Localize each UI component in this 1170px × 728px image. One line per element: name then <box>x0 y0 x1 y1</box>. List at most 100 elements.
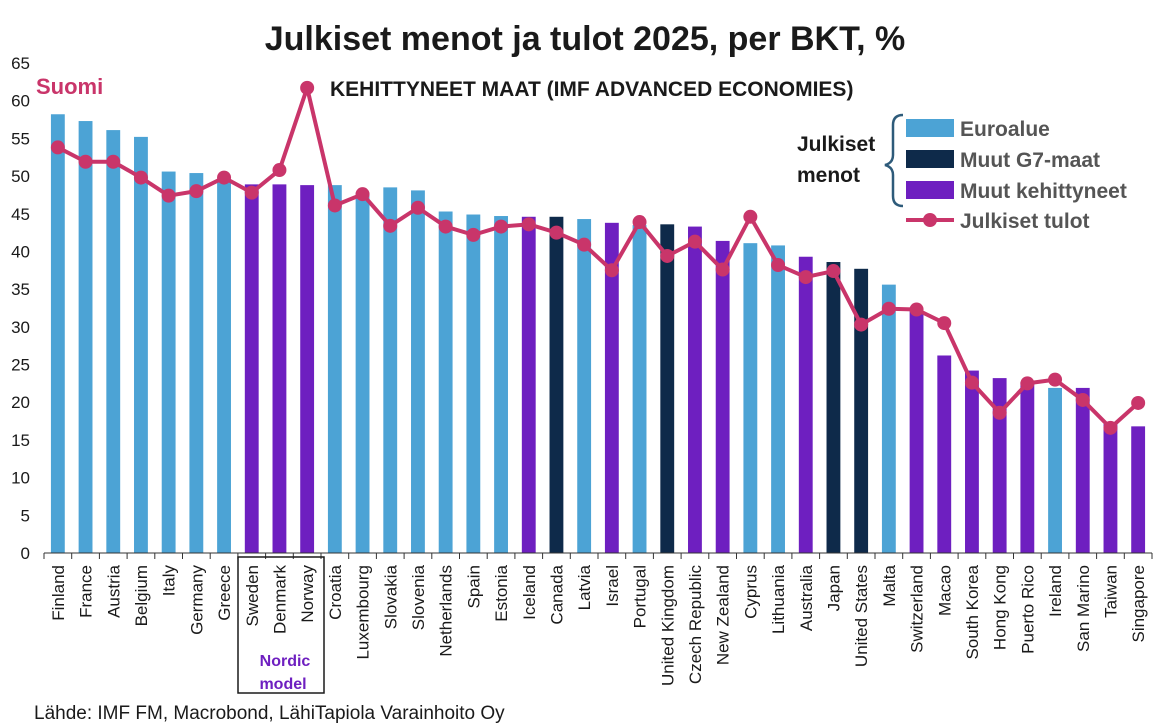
chart-title: Julkiset menot ja tulot 2025, per BKT, % <box>265 20 906 58</box>
x-tick-label-sweden: Sweden <box>243 565 262 626</box>
bar-united-kingdom <box>660 224 675 553</box>
point-united-states <box>854 317 869 332</box>
bar-singapore <box>1131 426 1146 553</box>
bar-france <box>78 121 93 554</box>
bar-australia <box>798 256 813 553</box>
bar-greece <box>217 182 231 554</box>
legend-brace <box>884 113 904 208</box>
point-netherlands <box>438 219 453 234</box>
x-tick-label-united-kingdom: United Kingdom <box>658 565 677 686</box>
legend-label-euroalue: Euroalue <box>960 118 1050 141</box>
point-macao <box>937 316 952 331</box>
source-note: Lähde: IMF FM, Macrobond, LähiTapiola Va… <box>34 703 505 724</box>
bar-puerto-rico <box>1020 381 1035 553</box>
y-tick-label: 15 <box>11 431 30 450</box>
point-singapore <box>1131 395 1146 410</box>
bar-south-korea <box>965 370 979 553</box>
point-denmark <box>272 163 287 178</box>
bar-slovakia <box>383 187 398 553</box>
bar-portugal <box>632 225 647 553</box>
bar-malta <box>881 284 896 553</box>
point-switzerland <box>909 302 924 317</box>
legend-label-julkiset-tulot: Julkiset tulot <box>960 210 1090 233</box>
bar-macao <box>937 355 952 553</box>
x-tick-label-israel: Israel <box>603 565 622 607</box>
bar-taiwan <box>1103 424 1118 553</box>
point-belgium <box>133 170 148 185</box>
x-axis <box>43 552 1153 559</box>
point-luxembourg <box>355 187 370 202</box>
point-cyprus <box>743 209 758 224</box>
x-tick-label-iceland: Iceland <box>520 565 539 620</box>
bar-canada <box>549 216 564 553</box>
point-finland <box>50 140 65 155</box>
x-tick-label-san-marino: San Marino <box>1074 565 1093 652</box>
point-united-kingdom <box>660 248 675 263</box>
y-tick-label: 60 <box>11 92 30 111</box>
x-tick-label-puerto-rico: Puerto Rico <box>1018 565 1037 654</box>
point-czech-republic <box>687 234 702 249</box>
point-malta <box>881 301 896 316</box>
x-tick-label-germany: Germany <box>187 565 206 635</box>
y-tick-label: 55 <box>11 129 30 148</box>
bar-new-zealand <box>715 240 730 553</box>
legend-marker-julkiset-tulot <box>923 213 937 227</box>
legend-group-label-line2: menot <box>797 164 860 187</box>
point-spain <box>466 227 481 242</box>
legend: Julkiset menot Euroalue Muut G7-maat Muu… <box>797 113 1127 233</box>
chart-subtitle: KEHITTYNEET MAAT (IMF ADVANCED ECONOMIES… <box>330 78 853 101</box>
x-tick-label-luxembourg: Luxembourg <box>354 565 373 660</box>
x-tick-label-greece: Greece <box>215 565 234 621</box>
bars <box>50 114 1146 554</box>
bar-estonia <box>494 216 508 553</box>
bar-croatia <box>327 185 342 553</box>
x-tick-label-slovenia: Slovenia <box>409 564 428 630</box>
x-tick-label-united-states: United States <box>852 565 871 667</box>
bar-germany <box>189 173 204 553</box>
legend-swatch-muut-g7-maat <box>906 150 954 168</box>
y-tick-label: 40 <box>11 242 30 261</box>
x-tick-label-hong-kong: Hong Kong <box>991 565 1010 650</box>
x-tick-label-latvia: Latvia <box>575 564 594 610</box>
x-tick-label-belgium: Belgium <box>132 565 151 626</box>
x-tick-label-portugal: Portugal <box>631 565 650 628</box>
point-estonia <box>494 219 509 234</box>
y-tick-label: 45 <box>11 205 30 224</box>
x-tick-label-canada: Canada <box>547 564 566 624</box>
x-tick-label-malta: Malta <box>880 564 899 606</box>
bar-san-marino <box>1075 387 1090 553</box>
point-iceland <box>521 217 536 232</box>
y-tick-label: 30 <box>11 318 30 337</box>
point-sweden <box>244 185 259 200</box>
y-tick-label: 50 <box>11 167 30 186</box>
x-tick-label-japan: Japan <box>824 565 843 611</box>
bar-austria <box>106 130 121 553</box>
x-tick-label-czech-republic: Czech Republic <box>686 565 705 685</box>
x-tick-label-cyprus: Cyprus <box>741 565 760 619</box>
bar-denmark <box>272 184 287 553</box>
bar-belgium <box>134 136 148 553</box>
bar-iceland <box>521 216 536 553</box>
x-tick-label-france: France <box>77 565 96 618</box>
point-ireland <box>1048 372 1063 387</box>
bar-slovenia <box>411 190 425 553</box>
x-tick-label-spain: Spain <box>464 565 483 608</box>
point-new-zealand <box>715 262 730 277</box>
y-tick-label: 35 <box>11 280 30 299</box>
legend-swatch-muut-kehittyneet <box>906 181 954 199</box>
point-portugal <box>632 215 647 230</box>
bar-lithuania <box>771 245 785 553</box>
suomi-label: Suomi <box>36 74 103 99</box>
nordic-model-box: Nordic model <box>237 556 325 694</box>
point-greece <box>217 170 232 185</box>
bar-ireland <box>1048 387 1062 553</box>
x-tick-label-macao: Macao <box>935 565 954 616</box>
point-croatia <box>327 198 342 213</box>
legend-swatch-euroalue <box>906 119 954 137</box>
legend-group-label-line1: Julkiset <box>797 133 875 156</box>
bar-israel <box>604 222 619 553</box>
legend-label-muut-g7-maat: Muut G7-maat <box>960 149 1100 172</box>
point-norway <box>300 80 315 95</box>
point-france <box>78 154 93 169</box>
point-latvia <box>577 237 592 252</box>
